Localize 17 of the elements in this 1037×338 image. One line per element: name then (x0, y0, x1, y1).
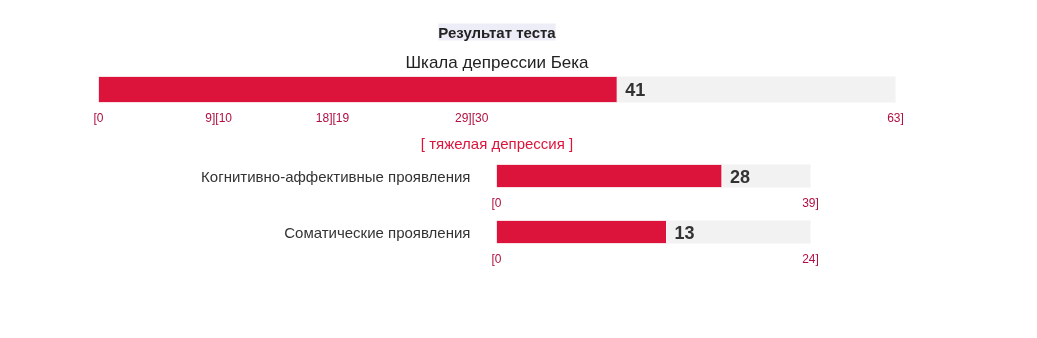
data-label: 28 (729, 166, 750, 187)
x-tick-label: [0 (491, 251, 502, 266)
x-tick-label: 63] (887, 110, 904, 125)
x-tick-label: 18][19 (315, 110, 350, 125)
data-label: 41 (625, 80, 646, 100)
x-tick-label: 29][30 (455, 110, 489, 125)
chart-title: Результат теста (438, 23, 557, 41)
x-tick-label: [0 (491, 195, 502, 210)
y-tick-label: Соматические проявления (284, 223, 471, 241)
x-tick-label: 24] (802, 251, 819, 266)
x-tick-label: 9][10 (205, 110, 233, 125)
y-tick-label: Когнитивно-аффективные проявления (201, 167, 471, 185)
annotation: [ тяжелая депрессия ] (420, 134, 574, 152)
chart-subtitle: Шкала депрессии Бека (405, 52, 590, 72)
x-tick-label: [0 (93, 110, 104, 125)
data-label: 13 (674, 222, 695, 243)
x-tick-label: 39] (802, 195, 819, 210)
